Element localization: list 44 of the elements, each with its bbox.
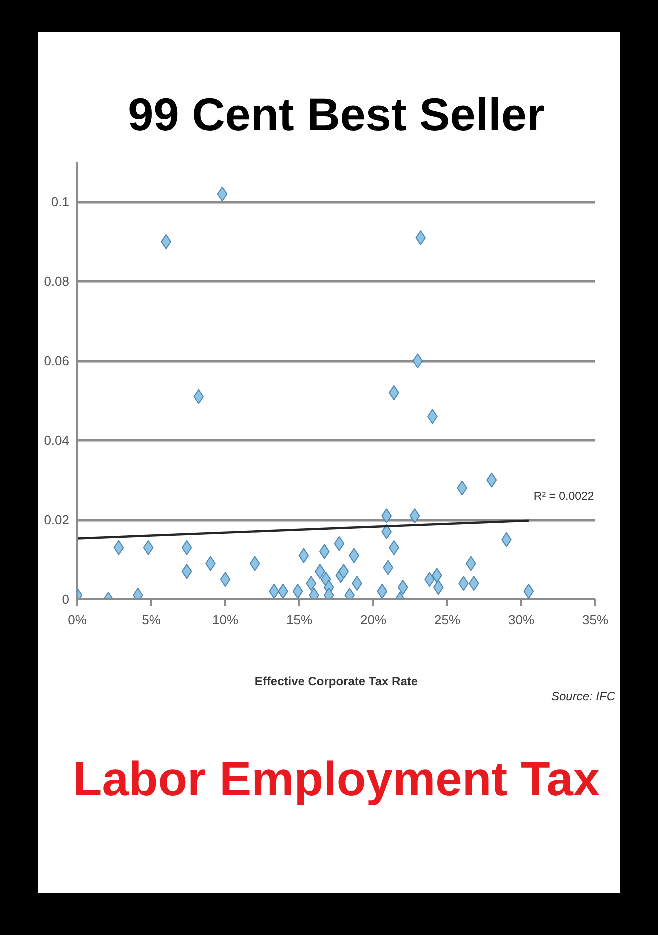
point (338, 564, 350, 580)
point (306, 576, 317, 592)
x-tick-label: 35% (582, 612, 609, 628)
chart-title: 99 Cent Best Seller (128, 88, 545, 140)
source-note: Source: IFC (551, 690, 616, 704)
x-tick-label: 15% (286, 612, 313, 628)
annotation: R² = 0.0022 (534, 490, 594, 503)
point (377, 584, 388, 600)
x-tick-label: 10% (212, 612, 239, 628)
point (182, 540, 192, 556)
x-axis-title: Effective Corporate Tax Rate (254, 674, 418, 688)
point (114, 540, 124, 556)
point (410, 508, 420, 524)
point (194, 389, 204, 404)
point (292, 584, 304, 600)
point (398, 580, 408, 596)
point (432, 568, 442, 584)
point (486, 472, 498, 488)
y-tick-label: 0 (62, 592, 70, 607)
point (143, 540, 154, 556)
point (334, 536, 345, 552)
point (220, 572, 231, 588)
point (217, 186, 228, 202)
text: Labor Employment Tax (72, 754, 600, 806)
x-tick-label: 5% (142, 612, 162, 628)
point (269, 584, 280, 600)
x-tick-label: 0% (68, 612, 88, 628)
point (319, 544, 330, 560)
y-tick-label: 0.06 (44, 354, 70, 369)
y-tick-label: 0.04 (44, 433, 70, 448)
point (524, 584, 534, 600)
point (182, 564, 192, 580)
point (250, 556, 260, 572)
x-tick-label: 20% (360, 612, 387, 628)
point (412, 354, 424, 369)
x-tick-label: 30% (508, 612, 535, 628)
point (433, 580, 444, 596)
y-tick-label: 0.02 (44, 512, 70, 528)
x-tick-label: 25% (434, 612, 461, 628)
y-tick-label: 0.1 (51, 194, 70, 210)
y-tick-label: 0.08 (44, 274, 70, 290)
point (468, 576, 480, 592)
point (298, 548, 310, 564)
point (416, 230, 426, 246)
